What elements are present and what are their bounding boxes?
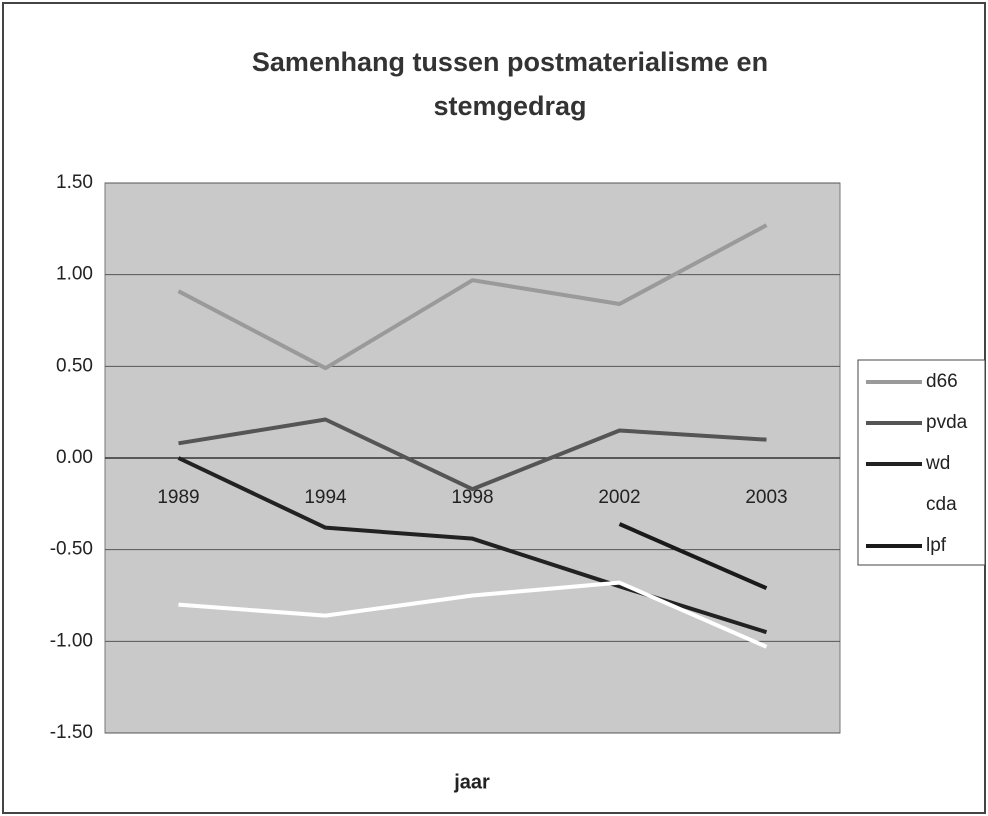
- chart-title: Samenhang tussen postmaterialisme en ste…: [251, 47, 769, 121]
- y-tick-label: 1.00: [56, 264, 93, 285]
- x-tick-label: 2002: [598, 487, 640, 508]
- x-tick-label: 1994: [304, 487, 347, 508]
- x-tick-label: 1998: [451, 487, 493, 508]
- series-line: [177, 456, 768, 635]
- legend-label: lpf: [926, 535, 947, 556]
- series-line: [178, 580, 768, 649]
- y-tick-label: -1.50: [50, 722, 93, 743]
- legend-label: d66: [926, 371, 958, 392]
- y-tick-label: 0.00: [56, 447, 93, 468]
- x-axis-label: jaar: [453, 771, 490, 793]
- series-line: [177, 223, 768, 371]
- series-line: [178, 417, 767, 492]
- series-line: [618, 522, 768, 590]
- y-tick-label: -1.00: [50, 630, 93, 651]
- legend-label: wd: [925, 453, 950, 474]
- y-tick-label: 0.50: [56, 355, 93, 376]
- y-tick-label: -0.50: [50, 539, 93, 560]
- legend-label: pvda: [926, 412, 968, 433]
- legend-label: cda: [926, 494, 957, 515]
- x-tick-label: 2003: [745, 487, 787, 508]
- x-tick-label: 1989: [157, 487, 199, 508]
- y-tick-label: 1.50: [56, 172, 93, 193]
